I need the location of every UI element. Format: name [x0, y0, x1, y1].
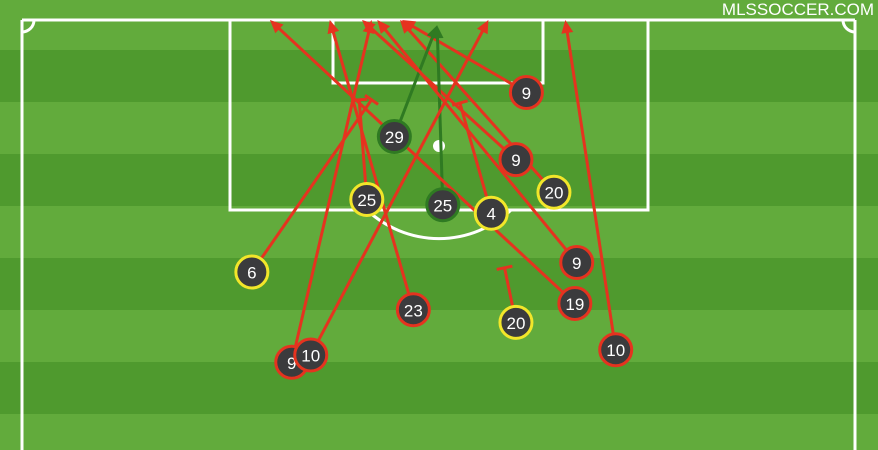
shot-marker: 4	[473, 195, 509, 231]
shot-line	[250, 98, 373, 273]
shot-arrowhead	[269, 20, 284, 34]
shot-line	[392, 32, 436, 138]
shot-marker-circle	[508, 74, 544, 110]
shot-marker-circle	[473, 195, 509, 231]
player-number: 25	[357, 191, 376, 210]
shot-marker-circle	[498, 304, 534, 340]
shot-line	[458, 102, 493, 214]
shot-marker: 10	[598, 332, 634, 368]
pitch-stripe	[0, 310, 878, 362]
player-number: 19	[565, 295, 584, 314]
penalty-spot	[433, 140, 445, 152]
shot-line	[309, 26, 486, 356]
pitch-stripe	[0, 362, 878, 414]
shot-marker-circle	[536, 174, 572, 210]
player-number: 20	[544, 184, 563, 203]
shot-line	[565, 27, 618, 350]
shot-marker-circle	[293, 337, 329, 373]
corner-arc-left	[21, 19, 36, 34]
shot-marker: 25	[349, 182, 385, 218]
player-number: 9	[511, 151, 520, 170]
shot-arrowhead	[477, 20, 489, 35]
shot-arrowhead	[431, 25, 444, 39]
player-number: 9	[287, 354, 296, 373]
player-number: 25	[433, 196, 452, 215]
pitch-stripe	[0, 258, 878, 310]
shot-marker-circle	[598, 332, 634, 368]
shot-marker: 9	[559, 245, 595, 281]
shot-arrowhead	[400, 20, 414, 34]
player-number: 4	[487, 205, 496, 224]
shot-line	[290, 27, 372, 363]
shot-marker: 6	[234, 254, 270, 290]
shot-marker: 9	[498, 142, 534, 178]
player-number: 20	[506, 314, 525, 333]
shot-marker: 25	[425, 187, 461, 223]
shot-marker-circle	[395, 292, 431, 328]
player-number: 9	[522, 84, 531, 103]
shot-line	[366, 24, 517, 161]
shot-marker: 29	[376, 119, 412, 155]
shot-marker: 20	[498, 304, 534, 340]
shot-marker-circle	[425, 187, 461, 223]
shot-marker-circle	[349, 182, 385, 218]
shot-arrowhead	[362, 20, 375, 35]
block-marker	[451, 99, 469, 107]
shot-marker-circle	[376, 119, 412, 155]
shot-marker: 23	[395, 292, 431, 328]
player-number: 9	[572, 254, 581, 273]
shot-marker-circle	[498, 142, 534, 178]
shot-line	[381, 25, 578, 264]
shot-marker: 9	[508, 74, 544, 110]
shot-marker-circle	[234, 254, 270, 290]
player-number: 29	[385, 128, 404, 147]
player-number: 23	[404, 301, 423, 320]
brand-watermark: MLSSOCCER.COM	[721, 0, 874, 19]
player-number: 6	[247, 264, 256, 283]
shot-marker: 10	[293, 337, 329, 373]
shot-marker-circle	[559, 245, 595, 281]
shot-line	[435, 33, 445, 205]
shot-line	[274, 24, 576, 305]
shot-marker-circle	[557, 286, 593, 321]
player-number: 10	[301, 346, 320, 365]
shot-marker: 19	[557, 286, 593, 321]
block-marker	[496, 264, 513, 271]
shot-arrowhead	[327, 20, 340, 35]
pitch-stripe	[0, 414, 878, 450]
block-marker	[364, 94, 379, 106]
shot-marker: 20	[536, 174, 572, 210]
shot-arrowhead	[377, 20, 391, 34]
shot-line	[330, 27, 415, 311]
shot-arrowhead	[561, 20, 574, 34]
corner-arc-right	[841, 19, 856, 34]
player-number: 10	[606, 341, 625, 360]
